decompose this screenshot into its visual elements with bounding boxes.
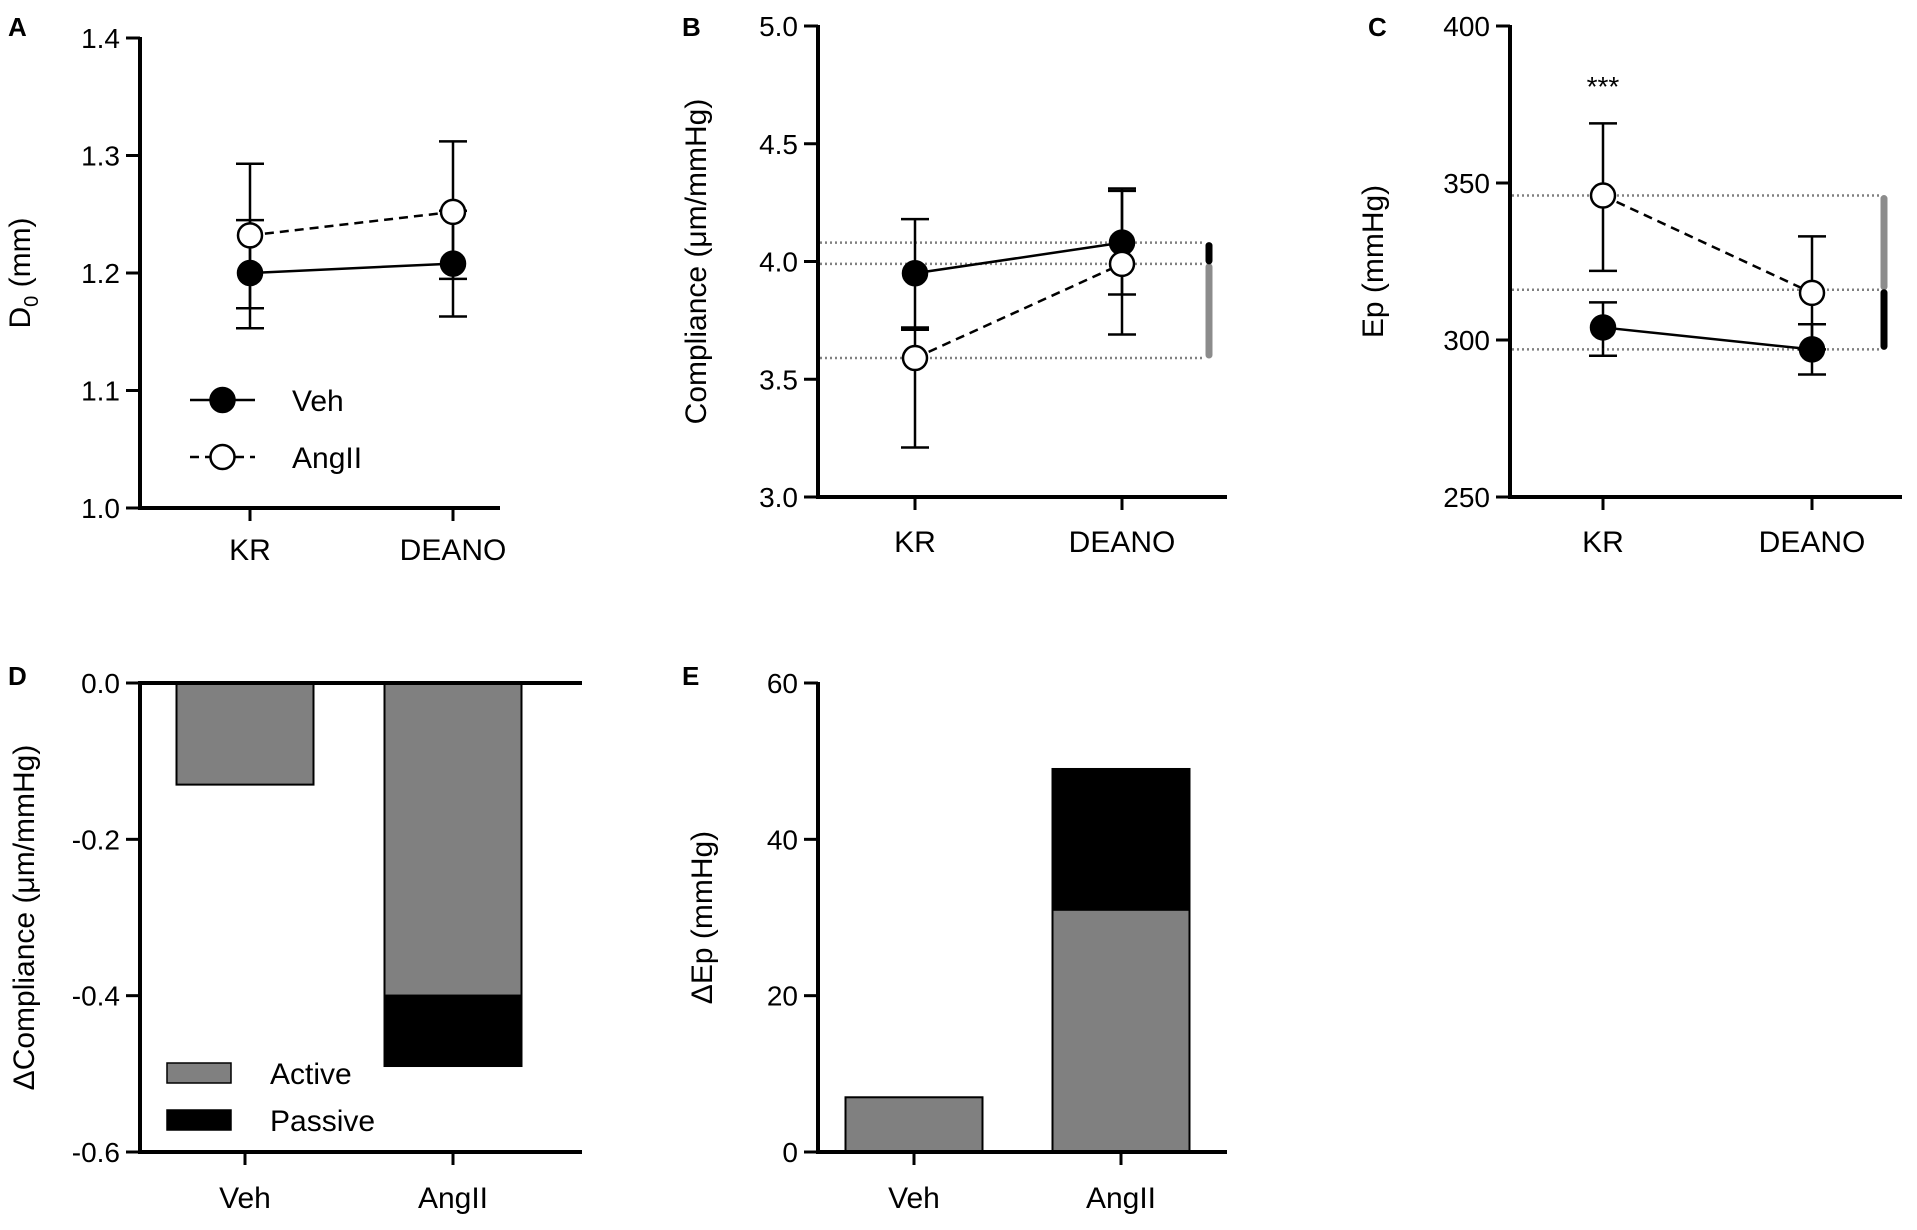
- x-tick-label: DEANO: [400, 534, 507, 567]
- bar-active-angii: [1051, 908, 1191, 1154]
- y-axis-label: ΔEp (mmHg): [686, 831, 719, 1004]
- y-tick-label: 1.1: [81, 376, 120, 407]
- y-tick-label: -0.4: [72, 981, 120, 1012]
- y-tick-label: 1.0: [81, 493, 120, 524]
- series-line-veh: [1602, 326, 1813, 351]
- x-tick-label: Veh: [888, 1182, 940, 1215]
- point-angii: [1108, 250, 1136, 278]
- bar-passive-angii: [1051, 767, 1191, 911]
- y-axis-label: Ep (mmHg): [1357, 185, 1390, 338]
- panel-letter: B: [682, 12, 701, 42]
- bar-active-veh: [844, 1096, 984, 1153]
- y-tick-label: 4.5: [759, 129, 798, 160]
- legend-label: AngII: [292, 442, 362, 475]
- point-angii: [439, 198, 467, 226]
- point-veh: [1798, 336, 1826, 363]
- y-tick-label: 350: [1443, 168, 1490, 199]
- point-veh: [236, 259, 264, 287]
- y-tick-label: 20: [767, 981, 798, 1012]
- panel-d: D ΔCompliance (μm/mmHg) 0.0 -0.2 -0.4 -0.6 Veh…: [8, 661, 582, 1215]
- x-tick-label: DEANO: [1759, 526, 1866, 559]
- panel-letter: A: [8, 12, 27, 42]
- x-tick-label: DEANO: [1069, 526, 1176, 559]
- y-tick-label: 3.5: [759, 364, 798, 395]
- series-line-angii: [249, 210, 454, 237]
- x-tick-label: Veh: [219, 1182, 271, 1215]
- legend-marker-veh: [209, 386, 236, 414]
- y-tick-label: 5.0: [759, 11, 798, 42]
- y-tick-label: -0.2: [72, 824, 120, 855]
- y-axis-label: ΔCompliance (μm/mmHg): [8, 745, 41, 1091]
- y-tick-label: 60: [767, 668, 798, 699]
- legend-label: Passive: [270, 1105, 375, 1138]
- point-angii: [1589, 182, 1617, 209]
- y-tick-label: 4.0: [759, 247, 798, 278]
- y-tick-label: 3.0: [759, 482, 798, 513]
- y-tick-label: 1.3: [81, 141, 120, 172]
- legend-swatch-active: [166, 1062, 232, 1084]
- y-tick-label: 0.0: [81, 668, 120, 699]
- panel-b: B 3.0 3.5 4.0 4.5 5.0 KR DEANO Compliance (μm/mm…: [680, 11, 1227, 559]
- point-veh: [1589, 314, 1617, 341]
- y-tick-label: 1.2: [81, 258, 120, 289]
- y-tick-label: 0: [782, 1137, 798, 1168]
- x-tick-label: AngII: [418, 1182, 488, 1215]
- y-tick-label: -0.6: [72, 1137, 120, 1168]
- legend-marker-angii: [209, 443, 236, 471]
- series-line-angii: [914, 262, 1123, 360]
- point-angii: [901, 344, 929, 372]
- panel-letter: D: [8, 661, 27, 691]
- panel-c: C 250 300 350 400 KR DEANO Ep (mmHg) ***: [1357, 11, 1902, 559]
- y-tick-label: 300: [1443, 325, 1490, 356]
- point-veh: [901, 260, 929, 287]
- bar-active-angii: [383, 682, 523, 997]
- series-line-angii: [1602, 194, 1813, 295]
- bar-active-veh: [175, 682, 315, 786]
- bar-passive-angii: [383, 994, 523, 1068]
- y-axis-label: D0 (mm): [4, 217, 43, 328]
- y-tick-label: 1.4: [81, 23, 120, 54]
- significance-annotation: ***: [1587, 71, 1620, 102]
- point-angii: [236, 222, 264, 249]
- y-tick-label: 400: [1443, 11, 1490, 42]
- series-line-veh: [914, 241, 1123, 275]
- y-tick-label: 250: [1443, 482, 1490, 513]
- legend-swatch-passive: [166, 1109, 232, 1131]
- y-axis-label: Compliance (μm/mmHg): [680, 99, 713, 425]
- x-tick-label: KR: [894, 526, 936, 559]
- x-tick-label: AngII: [1086, 1182, 1156, 1215]
- point-veh: [439, 250, 467, 277]
- panel-letter: E: [682, 661, 699, 691]
- x-tick-label: KR: [1582, 526, 1624, 559]
- panel-e: E ΔEp (mmHg) 0 20 40 60 Veh AngII: [682, 661, 1227, 1215]
- legend-label: Veh: [292, 385, 344, 418]
- legend-label: Active: [270, 1058, 352, 1091]
- y-tick-label: 40: [767, 824, 798, 855]
- panel-letter: C: [1368, 12, 1387, 42]
- series-line-veh: [249, 262, 454, 275]
- panel-a: A 1.0 1.1 1.2 1.3 1.4 KR DEANO D0 (mm) Veh AngII: [4, 12, 506, 567]
- x-tick-label: KR: [229, 534, 271, 567]
- point-angii: [1798, 279, 1826, 307]
